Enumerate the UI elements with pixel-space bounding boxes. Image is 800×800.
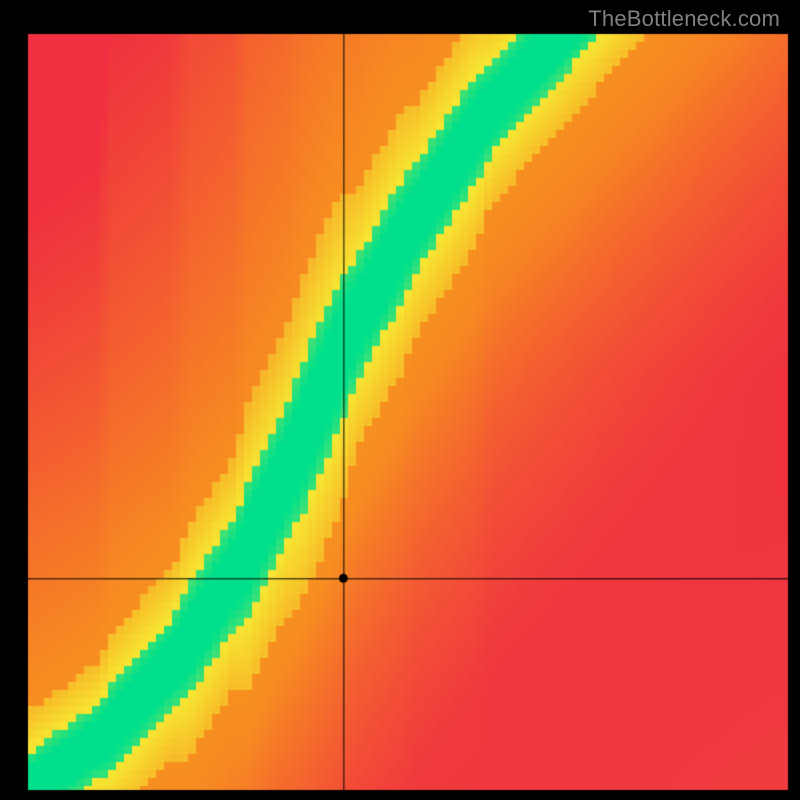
watermark-label: TheBottleneck.com [588,6,780,32]
bottleneck-heatmap [0,0,800,800]
chart-container: TheBottleneck.com [0,0,800,800]
